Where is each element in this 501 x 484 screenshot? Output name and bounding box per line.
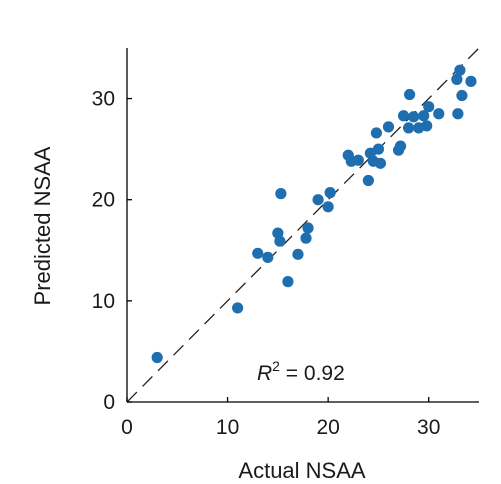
data-point: [423, 101, 435, 113]
annotation-superscript: 2: [272, 358, 280, 374]
data-point: [300, 232, 312, 244]
data-point: [397, 110, 410, 122]
data-point: [370, 127, 383, 139]
identity-reference-line: [126, 47, 480, 403]
y-tick-label: 10: [92, 290, 115, 313]
data-point: [252, 247, 264, 259]
data-point: [382, 121, 395, 133]
data-point: [433, 108, 445, 120]
ticks: 0 10 20 30 0 10 20 30: [92, 88, 441, 439]
data-point: [362, 174, 374, 187]
data-point: [302, 222, 314, 234]
data-point: [456, 89, 468, 102]
data-point: [312, 194, 324, 206]
plot-area: [126, 47, 480, 403]
x-tick-label: 20: [316, 416, 339, 439]
y-tick-label: 30: [92, 88, 115, 111]
data-point: [374, 157, 387, 169]
data-point: [404, 88, 416, 101]
data-point: [274, 235, 286, 247]
annotation-variable: R: [257, 362, 272, 385]
data-point: [372, 143, 385, 155]
data-point: [418, 110, 430, 122]
data-point: [232, 302, 244, 314]
data-point: [452, 108, 464, 120]
annotation-value: = 0.92: [280, 362, 345, 385]
data-point: [408, 111, 420, 123]
data-point: [403, 122, 415, 134]
x-tick-label: 0: [121, 416, 133, 439]
data-point: [352, 154, 364, 166]
x-tick-label: 30: [417, 416, 440, 439]
data-point: [394, 140, 407, 152]
data-point: [282, 276, 294, 288]
data-point: [275, 188, 287, 200]
data-point: [324, 187, 336, 199]
data-point: [451, 73, 463, 85]
data-point: [151, 351, 163, 364]
x-tick-label: 10: [216, 416, 239, 439]
data-point: [421, 120, 433, 132]
data-point: [465, 75, 477, 87]
axes: [126, 48, 479, 403]
y-tick-label: 0: [103, 391, 115, 414]
y-axis-title: Predicted NSAA: [30, 146, 55, 305]
x-axis-title: Actual NSAA: [238, 458, 365, 483]
data-point: [322, 201, 334, 213]
data-point: [292, 248, 304, 260]
y-tick-label: 20: [92, 189, 115, 212]
r-squared-annotation: R2 = 0.92: [257, 358, 345, 385]
data-point: [262, 251, 274, 263]
data-point: [454, 64, 466, 76]
